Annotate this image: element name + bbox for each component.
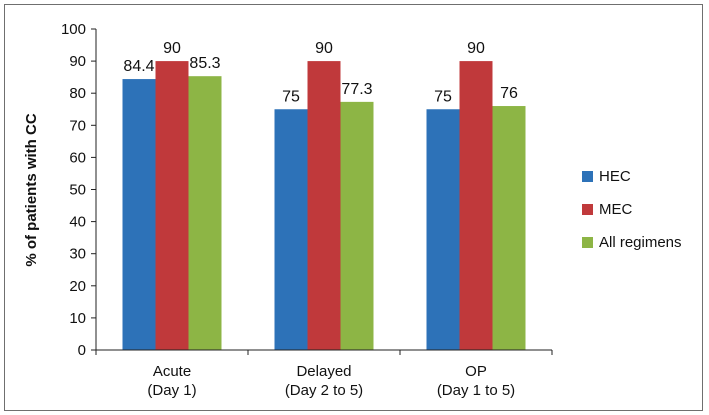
- y-tick-label: 10: [69, 310, 86, 327]
- x-category-label: OP: [465, 363, 487, 380]
- y-tick-label: 50: [69, 182, 86, 199]
- category-labels: Acute (Day 1) Delayed (Day 2 to 5) OP (Day 1 …: [147, 363, 515, 399]
- bar-all-regimens: [492, 106, 526, 350]
- y-tick-label: 100: [61, 21, 86, 38]
- x-category-label: Delayed: [296, 363, 351, 380]
- y-axis-title: % of patients with CC: [23, 113, 40, 267]
- legend-item: HEC: [582, 168, 631, 185]
- y-tick-label: 90: [69, 53, 86, 70]
- bar-hec: [426, 109, 460, 350]
- legend: HEC MEC All regimens: [582, 168, 682, 251]
- legend-swatch: [582, 237, 593, 248]
- legend-label: HEC: [599, 168, 631, 185]
- bar-hec: [274, 109, 308, 350]
- data-label: 90: [467, 40, 485, 57]
- y-axis-ticks: 0 10 20 30 40 50 60 70 80 90 100: [61, 21, 96, 359]
- bar-mec: [307, 61, 341, 350]
- legend-item: MEC: [582, 201, 633, 218]
- x-category-label: (Day 2 to 5): [285, 382, 363, 399]
- data-label: 75: [434, 88, 452, 105]
- data-label: 77.3: [341, 81, 372, 98]
- legend-swatch: [582, 204, 593, 215]
- bar-all-regimens: [188, 76, 222, 350]
- y-tick-label: 20: [69, 278, 86, 295]
- bar-hec: [122, 79, 156, 351]
- data-label: 76: [500, 85, 518, 102]
- bar-mec: [459, 61, 493, 350]
- y-tick-label: 60: [69, 149, 86, 166]
- x-category-label: (Day 1 to 5): [437, 382, 515, 399]
- bars: [122, 61, 526, 351]
- y-tick-label: 70: [69, 117, 86, 134]
- bar-all-regimens: [340, 101, 374, 350]
- y-tick-label: 80: [69, 85, 86, 102]
- x-category-label: Acute: [153, 363, 191, 380]
- y-tick-label: 40: [69, 214, 86, 231]
- bar-mec: [155, 61, 189, 350]
- y-tick-label: 30: [69, 246, 86, 263]
- x-category-label: (Day 1): [147, 382, 196, 399]
- legend-label: MEC: [599, 201, 633, 218]
- legend-label: All regimens: [599, 234, 682, 251]
- legend-item: All regimens: [582, 234, 682, 251]
- data-label: 85.3: [189, 55, 220, 72]
- data-label: 84.4: [123, 58, 154, 75]
- data-labels: 84.4 90 85.3 75 90 77.3 75 90 76: [123, 40, 518, 105]
- data-label: 75: [282, 88, 300, 105]
- data-label: 90: [315, 40, 333, 57]
- x-axis-ticks: [95, 350, 553, 355]
- legend-swatch: [582, 171, 593, 182]
- data-label: 90: [163, 40, 181, 57]
- y-tick-label: 0: [78, 342, 86, 359]
